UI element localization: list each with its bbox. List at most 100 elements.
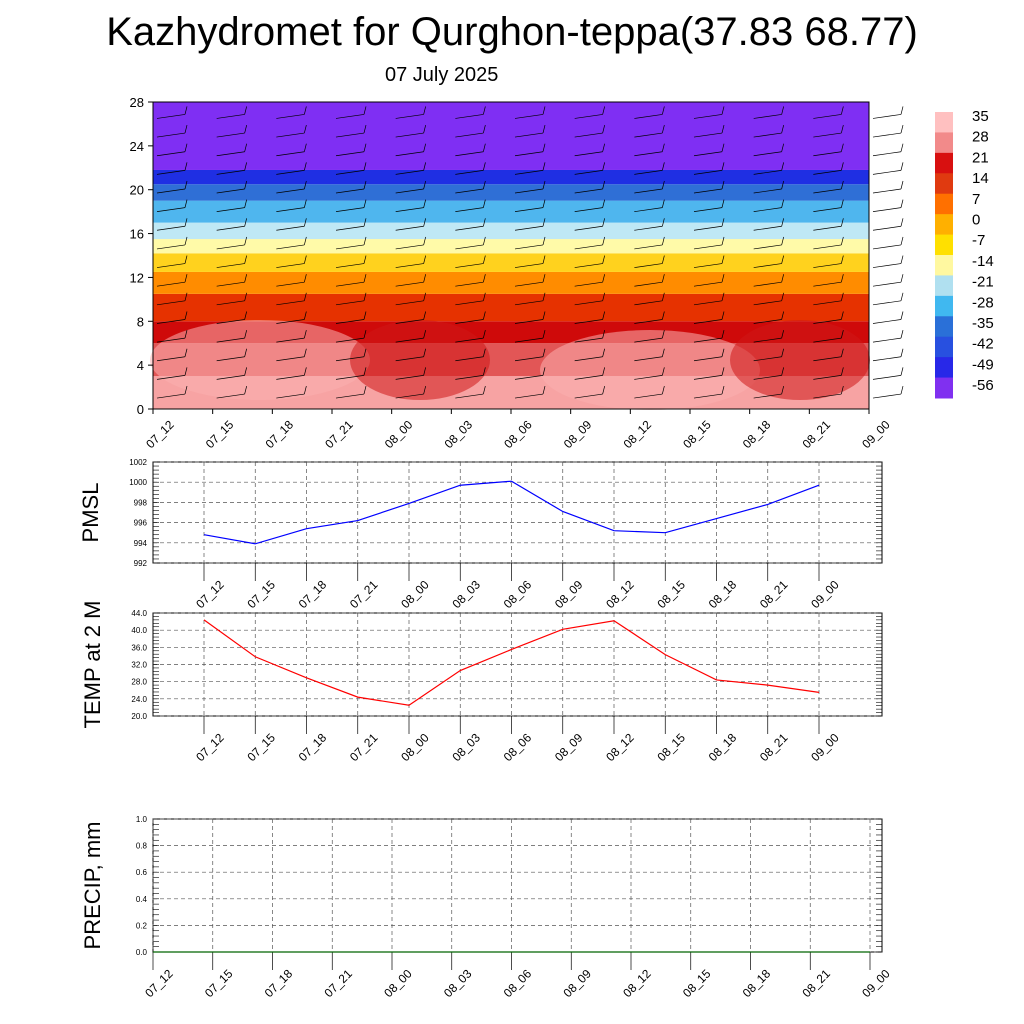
wind-barb-flag: [602, 162, 606, 171]
wind-barb-flag: [721, 274, 725, 283]
wind-barb: [514, 114, 544, 119]
precip-ytick-label: 0.2: [136, 921, 148, 930]
precip-xtick-label: 08_09: [560, 966, 594, 1000]
wind-barb-flag: [363, 162, 367, 171]
wind-barb: [574, 188, 603, 194]
temp2m-xtick-label: 08_21: [757, 730, 791, 764]
wind-barb: [335, 151, 365, 157]
wind-barb-flag: [781, 311, 785, 320]
wind-barb-flag: [900, 274, 904, 283]
wind-barb-flag: [423, 292, 427, 301]
wind-barb: [634, 170, 663, 175]
wind-barb: [455, 319, 484, 324]
wind-barb-flag: [244, 199, 248, 208]
wind-barb-flag: [781, 143, 785, 152]
wind-barb: [216, 319, 245, 324]
wind-barb: [514, 207, 544, 212]
wind-barb-flag: [721, 162, 725, 171]
wind-barb-flag: [602, 218, 606, 227]
precip-xtick-label: 08_06: [501, 966, 535, 1000]
wind-barb-flag: [781, 180, 785, 190]
wind-barb-flag: [423, 180, 427, 190]
wind-barb-flag: [840, 218, 844, 227]
wind-barb-flag: [721, 367, 725, 376]
wind-barb-flag: [661, 125, 665, 134]
wind-barb: [693, 356, 723, 362]
colorbar-label: 14: [972, 170, 989, 187]
wind-barb: [156, 356, 186, 362]
wind-barb: [335, 207, 365, 212]
wind-barb-flag: [184, 348, 188, 357]
precip-xtick-label: 07_18: [262, 966, 296, 1000]
wind-barb-flag: [482, 255, 486, 264]
heatmap-xtick-label: 08_06: [501, 417, 535, 451]
wind-barb-flag: [661, 236, 665, 246]
wind-barb-flag: [542, 348, 546, 357]
precip-frame: [152, 818, 883, 953]
colorbar-label: -35: [972, 315, 994, 332]
wind-barb: [872, 281, 902, 287]
wind-barb: [693, 281, 723, 287]
wind-barb: [276, 337, 305, 343]
wind-barb-flag: [721, 255, 725, 264]
pmsl-xtick-label: 08_12: [603, 577, 637, 611]
wind-barb: [872, 225, 902, 231]
wind-barb: [395, 207, 424, 212]
wind-barb-flag: [482, 330, 486, 339]
wind-barb: [753, 244, 782, 250]
wind-barb: [514, 132, 544, 138]
wind-barb-flag: [840, 367, 844, 376]
wind-barb-flag: [840, 385, 844, 395]
wind-barb-flag: [542, 255, 546, 264]
wind-barb-flag: [900, 311, 904, 320]
wind-barb: [395, 244, 424, 250]
wind-barb-flag: [781, 236, 785, 246]
wind-barb: [335, 356, 365, 362]
wind-barb-flag: [363, 143, 367, 152]
colorbar-swatch: [935, 255, 953, 276]
wind-barb: [335, 281, 365, 287]
wind-barb: [395, 263, 424, 268]
wind-barb-flag: [542, 311, 546, 320]
wind-barb: [156, 225, 186, 231]
wind-barb: [455, 281, 484, 287]
wind-barb: [634, 244, 663, 250]
wind-barb: [574, 225, 603, 231]
colorbar-swatch: [935, 295, 953, 317]
wind-barb: [395, 225, 424, 231]
wind-barb: [574, 263, 603, 268]
heatmap-xtick-label: 09_00: [859, 417, 893, 451]
wind-barb: [514, 263, 544, 268]
wind-barb-flag: [602, 348, 606, 357]
heatmap-band: [153, 184, 869, 201]
wind-barb-flag: [661, 311, 665, 320]
wind-barb: [813, 225, 842, 231]
wind-barb: [574, 207, 603, 212]
wind-barb: [872, 207, 902, 212]
colorbar-swatch: [935, 234, 953, 256]
wind-barb-flag: [781, 255, 785, 264]
wind-barb: [753, 337, 782, 343]
wind-barb-flag: [661, 348, 665, 357]
heatmap-ytick-label: 28: [130, 95, 144, 110]
wind-barb: [693, 114, 723, 119]
wind-barb-flag: [363, 330, 367, 339]
wind-barb-flag: [602, 180, 606, 190]
colorbar-swatch: [935, 357, 953, 379]
wind-barb: [872, 263, 902, 268]
wind-barb-flag: [602, 236, 606, 246]
wind-barb-flag: [303, 367, 307, 376]
wind-barb: [753, 225, 782, 231]
wind-barb: [753, 170, 782, 175]
wind-barb-flag: [661, 106, 665, 115]
wind-barb-flag: [482, 125, 486, 134]
heatmap-xtick-label: 07_15: [203, 417, 237, 451]
wind-barb: [872, 170, 902, 175]
wind-barb: [156, 114, 186, 119]
wind-barb-flag: [363, 367, 367, 376]
wind-barb: [395, 170, 424, 175]
wind-barb: [574, 244, 603, 250]
heatmap-ytick-label: 24: [130, 139, 144, 154]
wind-barb: [753, 375, 782, 380]
wind-barb: [693, 188, 723, 194]
